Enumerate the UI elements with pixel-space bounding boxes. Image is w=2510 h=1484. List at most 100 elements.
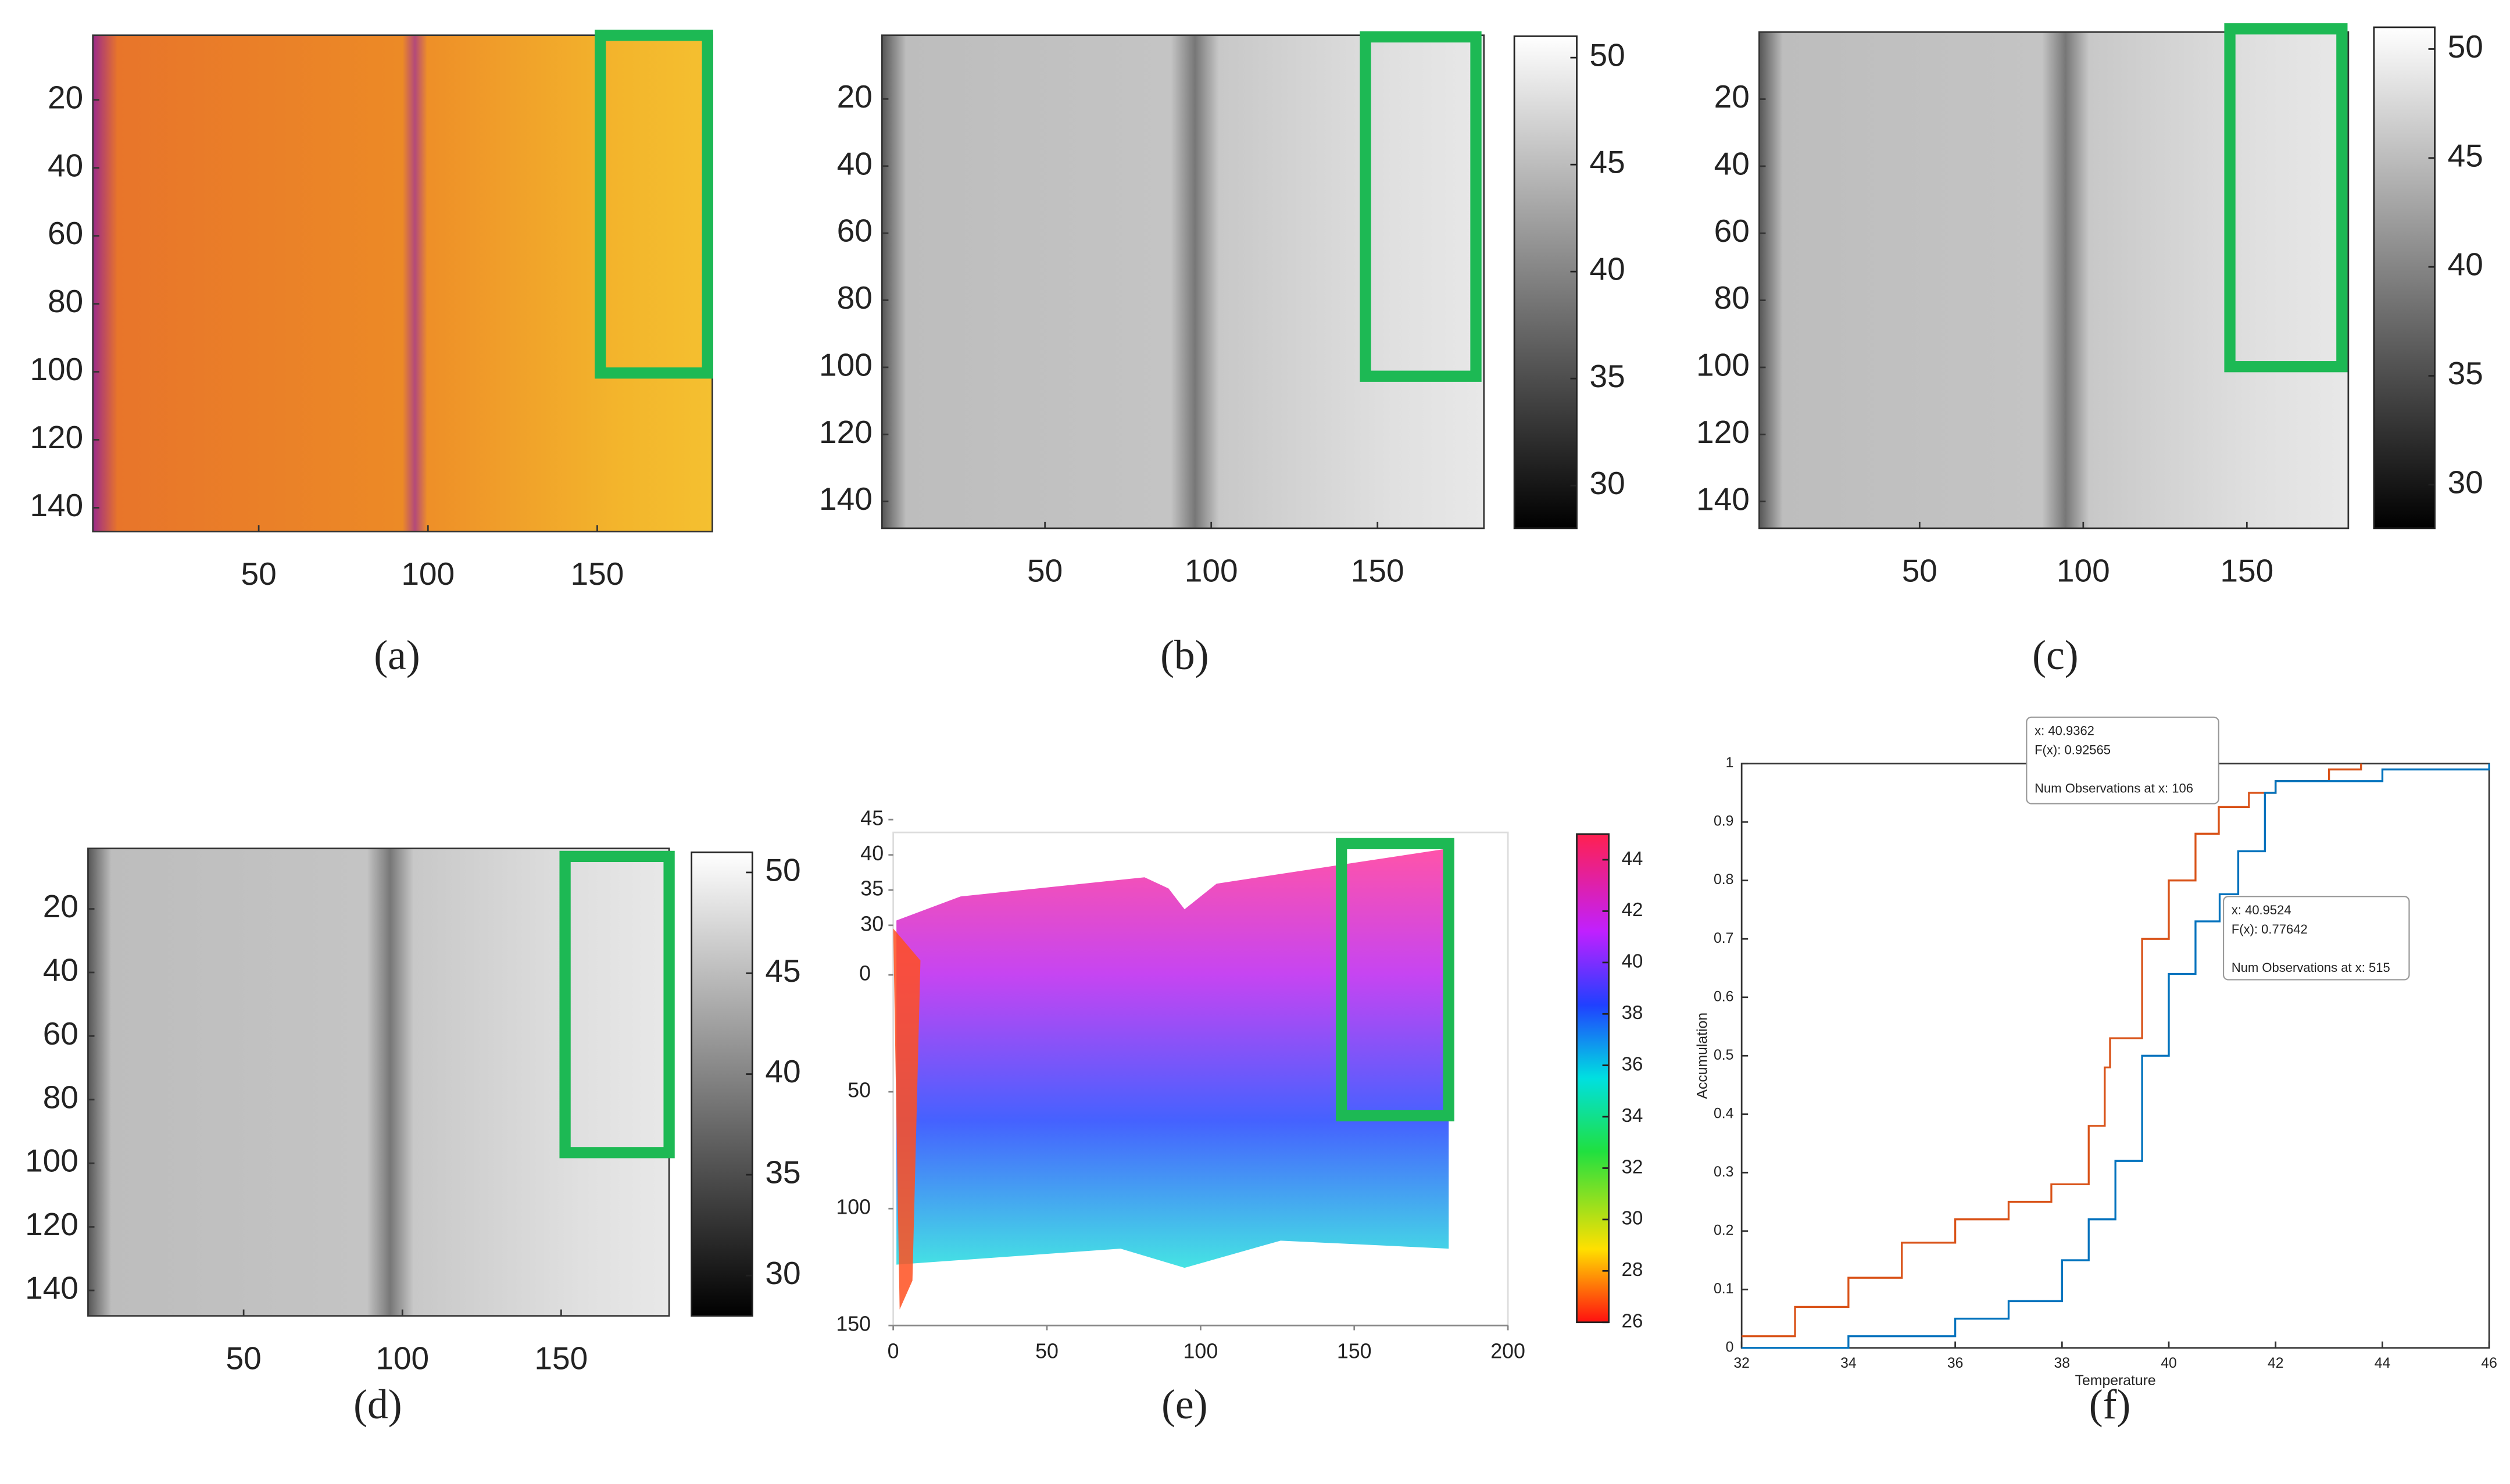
- colorbar-tick-label: 28: [1622, 1259, 1643, 1281]
- colorbar: [2373, 26, 2436, 530]
- panel-label: (d): [353, 1382, 402, 1428]
- colorbar-tick-label: 35: [1590, 358, 1625, 394]
- x-tick-label: 200: [1490, 1340, 1525, 1363]
- colorbar-tick-label: 26: [1622, 1310, 1643, 1332]
- y-tick-label: 40: [837, 145, 873, 181]
- x-tick-label: 38: [2054, 1356, 2071, 1371]
- y-tick-label: 0.6: [1714, 989, 1733, 1004]
- colorbar-tick-label: 34: [1622, 1105, 1643, 1127]
- panel-label: (f): [2089, 1382, 2131, 1428]
- surface: [896, 848, 1449, 1268]
- y-tick-label: 0.4: [1714, 1106, 1734, 1121]
- y-tick-label: 120: [25, 1206, 78, 1242]
- x-tick-label: 100: [1185, 553, 1238, 589]
- y-tick-label: 100: [30, 351, 83, 387]
- x-tick-label: 50: [1902, 553, 1937, 589]
- y-tick-label: 80: [48, 283, 83, 319]
- colorbar: [1576, 833, 1610, 1324]
- y-tick-label: 120: [819, 414, 873, 450]
- highlight-box: [1360, 31, 1482, 382]
- x-tick-label: 100: [401, 556, 455, 592]
- x-tick-label: 150: [1351, 553, 1404, 589]
- colorbar-tick-label: 45: [1590, 144, 1625, 180]
- colorbar-tick-label: 35: [765, 1154, 800, 1190]
- colorbar-tick-label: 32: [1622, 1156, 1643, 1178]
- panel-label: (b): [1160, 632, 1208, 678]
- heatmap-image: [88, 848, 670, 1316]
- surface-edge: [893, 928, 921, 1310]
- x-tick-label: 34: [1840, 1356, 1857, 1371]
- x-tick-label: 36: [1947, 1356, 1964, 1371]
- x-tick-label: 150: [571, 556, 624, 592]
- colorbar-tick-label: 42: [1622, 899, 1643, 921]
- highlight-box: [1336, 838, 1454, 1122]
- z-tick-label: 35: [860, 877, 884, 900]
- y-tick-label: 0.7: [1714, 931, 1733, 946]
- colorbar-tick-label: 40: [1622, 951, 1643, 972]
- y-tick-label: 100: [1696, 347, 1750, 383]
- datatip-box: [2222, 896, 2410, 981]
- y-tick-label: 140: [25, 1270, 78, 1306]
- colorbar-tick-label: 50: [2448, 28, 2483, 65]
- y-tick-label: 140: [1696, 481, 1750, 517]
- y-tick-label: 80: [43, 1079, 78, 1115]
- colorbar-tick-label: 38: [1622, 1002, 1643, 1024]
- highlight-box: [595, 30, 713, 379]
- y-tick-label: 60: [43, 1015, 78, 1052]
- panel-label: (c): [2032, 632, 2078, 678]
- y-tick-label: 0.8: [1714, 872, 1733, 888]
- y-tick-label: 60: [837, 213, 873, 249]
- y-tick-label: 100: [25, 1143, 78, 1179]
- colorbar-tick-label: 35: [2448, 355, 2483, 391]
- axes-box: [881, 34, 1485, 530]
- colorbar-tick-label: 50: [765, 852, 800, 888]
- y-tick-label: 0.2: [1714, 1222, 1733, 1238]
- y-tick-label: 50: [848, 1079, 871, 1102]
- colorbar-tick-label: 45: [765, 953, 800, 989]
- y-tick-label: 100: [819, 346, 873, 382]
- colorbar-tick-label: 30: [765, 1255, 800, 1291]
- y-tick-label: 20: [43, 888, 78, 924]
- panel-label: (a): [374, 632, 420, 678]
- x-tick-label: 50: [1035, 1340, 1059, 1363]
- y-tick-label: 80: [1714, 280, 1750, 316]
- z-tick-label: 30: [860, 912, 884, 935]
- panels: 50 100 150 20 40 60 80 100 120 140 (a) 50 100 150 20 40…: [25, 26, 2497, 1428]
- colorbar: [691, 851, 753, 1317]
- z-tick-label: 45: [860, 807, 884, 830]
- y-tick-label: 60: [48, 215, 83, 251]
- colorbar: [1513, 35, 1578, 530]
- colorbar-tick-label: 45: [2448, 137, 2483, 173]
- y-tick-label: 0: [859, 962, 871, 985]
- datatip-text: x: 40.9524: [2232, 903, 2291, 917]
- y-tick-label: 20: [48, 79, 83, 115]
- colorbar-tick-label: 50: [1590, 37, 1625, 73]
- x-tick-label: 40: [2161, 1356, 2177, 1371]
- y-tick-label: 0.3: [1714, 1164, 1733, 1180]
- y-tick-label: 140: [819, 481, 873, 517]
- x-tick-label: 42: [2268, 1356, 2284, 1371]
- y-tick-label: 0.9: [1714, 814, 1733, 829]
- x-tick-label: 100: [1184, 1340, 1218, 1363]
- datatip-text: Num Observations at x: 515: [2232, 960, 2390, 975]
- x-tick-label: 32: [1733, 1356, 1750, 1371]
- y-tick-label: 0: [1726, 1339, 1734, 1355]
- datatip-text: Num Observations at x: 106: [2035, 781, 2193, 796]
- x-tick-label: 150: [534, 1340, 588, 1376]
- colorbar-tick-label: 40: [2448, 246, 2483, 283]
- y-tick-label: 0.5: [1714, 1047, 1733, 1063]
- y-tick-label: 40: [1714, 145, 1750, 181]
- heatmap-image: [882, 35, 1484, 528]
- x-tick-label: 100: [376, 1340, 429, 1376]
- y-tick-label: 150: [836, 1313, 871, 1336]
- colorbar-tick-label: 30: [2448, 464, 2483, 500]
- x-tick-label: 50: [1027, 553, 1063, 589]
- y-tick-label: 120: [30, 419, 83, 455]
- x-tick-label: 50: [241, 556, 276, 592]
- y-tick-label: 40: [48, 147, 83, 183]
- x-tick-label: 150: [2220, 553, 2273, 589]
- colorbar-tick-label: 36: [1622, 1053, 1643, 1075]
- axes-box: [1758, 31, 2350, 530]
- highlight-boxes: [559, 23, 2348, 1158]
- heatmap-image: [1759, 32, 2348, 528]
